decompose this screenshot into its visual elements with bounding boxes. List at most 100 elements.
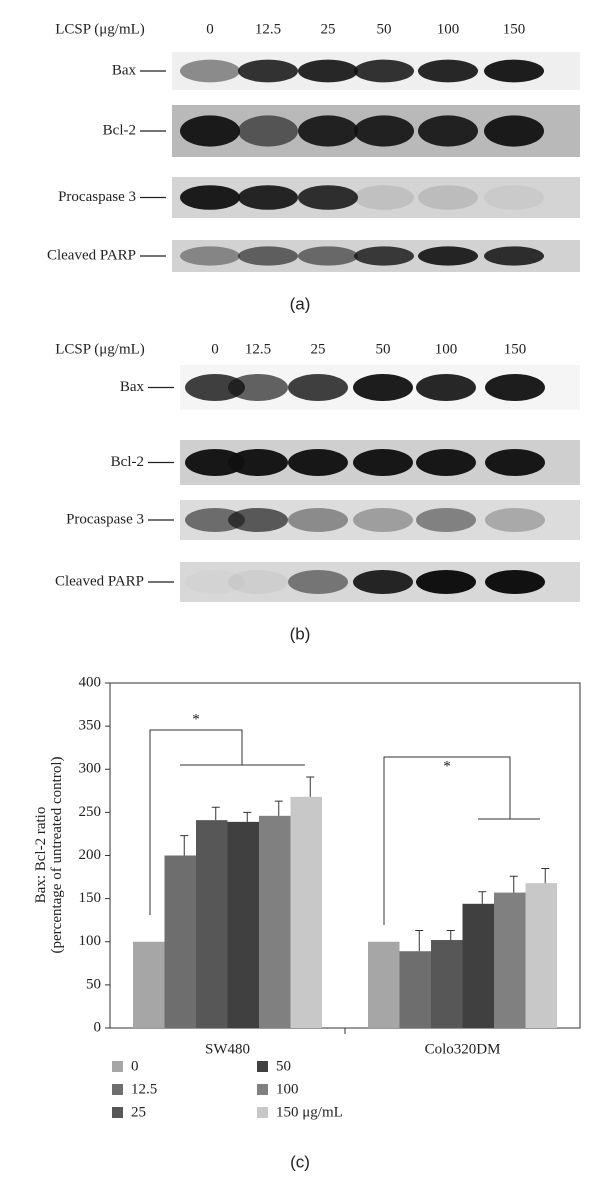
x-tick-label: SW480 (205, 1041, 250, 1057)
bar (164, 855, 196, 1028)
dose-label: 12.5 (245, 341, 271, 357)
band (353, 449, 413, 476)
bar (290, 796, 322, 1028)
band (288, 449, 348, 476)
legend-swatch (112, 1107, 123, 1118)
bar (259, 815, 291, 1028)
band (354, 59, 414, 83)
legend-label: 25 (131, 1104, 146, 1120)
band (418, 246, 478, 266)
dose-label: 150 (503, 21, 526, 37)
significance-mark: * (443, 758, 451, 774)
band (298, 246, 358, 266)
band (484, 59, 544, 83)
band (185, 374, 245, 401)
protein-label: Bax (112, 62, 137, 78)
bar (399, 951, 431, 1028)
legend-swatch (257, 1084, 268, 1095)
y-tick-label: 300 (79, 761, 102, 777)
band (298, 115, 358, 147)
band (353, 570, 413, 594)
band (418, 185, 478, 210)
y-tick-label: 50 (86, 976, 101, 992)
band (228, 570, 288, 594)
protein-label: Procaspase 3 (58, 189, 136, 205)
y-axis-label-line: Bax: Bcl-2 ratio (33, 807, 49, 904)
bar (462, 903, 494, 1028)
legend-label: 0 (131, 1058, 139, 1074)
protein-label: Bcl-2 (103, 122, 136, 138)
dose-label: 12.5 (255, 21, 281, 37)
protein-label: Cleaved PARP (47, 247, 136, 263)
error-bar (274, 800, 283, 816)
treatment-label: LCSP (μg/mL) (55, 341, 145, 357)
bar (227, 821, 259, 1028)
band (180, 115, 240, 147)
y-tick-label: 100 (79, 933, 102, 949)
bar (196, 820, 228, 1028)
protein-label: Bcl-2 (111, 454, 144, 470)
caption: (a) (290, 294, 311, 313)
treatment-label: LCSP (μg/mL) (55, 21, 145, 37)
dose-label: 0 (206, 21, 214, 37)
significance-bracket (149, 729, 305, 915)
legend-label: 150 μg/mL (276, 1104, 343, 1120)
y-axis-label: Bax: Bcl-2 ratio(percentage of untreated… (33, 757, 65, 954)
band (485, 570, 545, 594)
band (298, 59, 358, 83)
band (288, 508, 348, 532)
bar (494, 892, 526, 1028)
band (238, 115, 298, 147)
band (298, 185, 358, 210)
bar (133, 941, 165, 1028)
y-tick-label: 150 (79, 890, 102, 906)
bar (525, 883, 557, 1028)
dose-label: 50 (376, 341, 391, 357)
legend-swatch (112, 1084, 123, 1095)
band (354, 185, 414, 210)
protein-label: Bax (120, 379, 145, 395)
y-tick-label: 200 (79, 847, 102, 863)
bar (368, 941, 400, 1028)
caption: (b) (290, 624, 311, 643)
band (288, 570, 348, 594)
error-bar (180, 835, 189, 856)
band (484, 246, 544, 266)
error-bar (415, 930, 424, 952)
band (180, 185, 240, 210)
dose-label: 150 (504, 341, 527, 357)
legend-label: 100 (276, 1081, 299, 1097)
y-axis-label-line: (percentage of untreated control) (49, 757, 65, 954)
band (484, 185, 544, 210)
legend-label: 50 (276, 1058, 291, 1074)
significance-mark: * (192, 711, 200, 727)
dose-label: 25 (311, 341, 326, 357)
bar (431, 940, 463, 1028)
legend-swatch (112, 1061, 123, 1072)
band (238, 246, 298, 266)
error-bar (509, 875, 518, 893)
error-bar (541, 867, 550, 884)
significance-bracket (383, 756, 540, 925)
band (228, 508, 288, 532)
error-bar (446, 930, 455, 941)
legend-label: 12.5 (131, 1081, 157, 1097)
y-tick-label: 350 (79, 718, 102, 734)
caption: (c) (290, 1152, 310, 1171)
error-bar (306, 776, 315, 797)
dose-label: 50 (377, 21, 392, 37)
band (484, 115, 544, 147)
band (185, 508, 245, 532)
band (485, 449, 545, 476)
dose-label: 100 (435, 341, 458, 357)
y-tick-label: 0 (94, 1019, 102, 1035)
error-bar (478, 891, 487, 904)
band (416, 374, 476, 401)
legend-swatch (257, 1061, 268, 1072)
band (416, 449, 476, 476)
band (228, 374, 288, 401)
legend-swatch (257, 1107, 268, 1118)
band (185, 449, 245, 476)
band (416, 508, 476, 532)
